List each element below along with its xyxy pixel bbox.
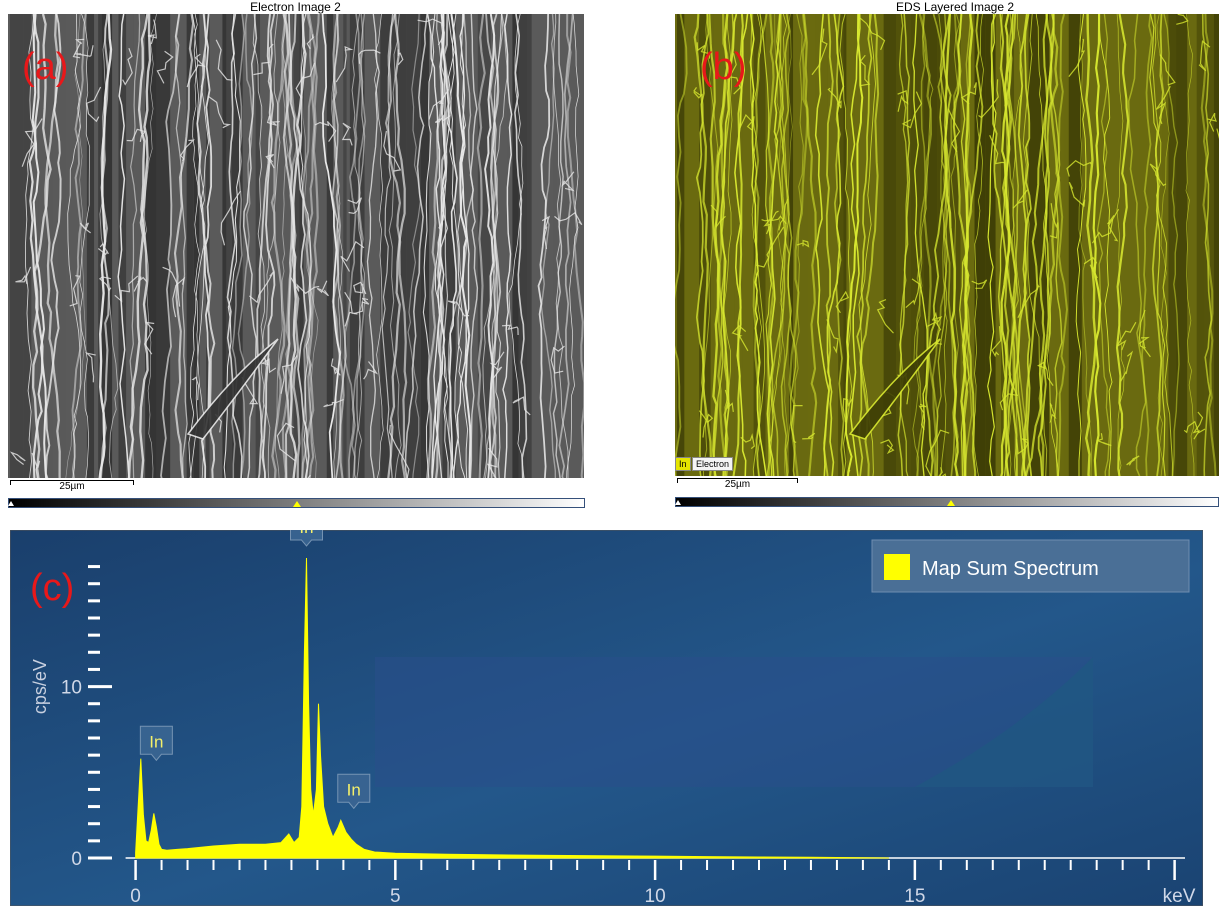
peak-label-text: In <box>347 780 361 799</box>
y-axis-label: cps/eV <box>30 659 50 714</box>
spectrum-series-map-sum <box>135 557 889 859</box>
peak-label-in[interactable]: In <box>139 725 173 762</box>
x-axis-label: keV <box>1163 886 1196 906</box>
micrograph-texture <box>9 14 584 478</box>
electron-image <box>8 14 584 478</box>
scale-bar-a-label: 25µm <box>59 481 85 492</box>
panel-a-title: Electron Image 2 <box>250 0 341 14</box>
y-tick-label: 0 <box>71 849 82 870</box>
eds-layered-image <box>675 14 1219 476</box>
brightness-bar-a <box>8 498 585 508</box>
peak-label-box <box>337 773 371 810</box>
spectrum-svg: 0 5 10 15 keV 0 10 cps/eV In In In Map Sum Spectr… <box>9 511 1204 907</box>
panel-b-letter: (b) <box>700 46 747 88</box>
micrograph-texture <box>675 14 1219 476</box>
layer-chip-electron[interactable]: Electron <box>692 457 734 471</box>
peak-label-text: In <box>299 530 313 537</box>
panel-c-letter: (c) <box>30 567 74 609</box>
legend-swatch-map-sum-spectrum <box>884 554 910 580</box>
legend: Map Sum Spectrum <box>871 539 1190 593</box>
peak-label-box <box>139 725 173 762</box>
x-tick-label: 15 <box>904 886 925 906</box>
brightness-marker-a[interactable] <box>293 501 301 507</box>
x-tick-label: 5 <box>390 886 401 906</box>
x-tick-label: 10 <box>645 886 666 906</box>
panel-b-title: EDS Layered Image 2 <box>895 0 1015 14</box>
peak-label-text: In <box>149 732 163 751</box>
y-tick-label: 10 <box>61 678 82 699</box>
panel-a-letter: (a) <box>22 46 69 88</box>
scale-bar-b-label: 25µm <box>724 479 751 490</box>
watermark-swoosh <box>915 657 1093 787</box>
brightness-marker-b[interactable] <box>947 500 955 506</box>
peak-label-in[interactable]: In <box>337 773 371 810</box>
brightness-bar-b <box>675 497 1219 507</box>
eds-spectrum-chart: 0 5 10 15 keV 0 10 cps/eV In In In Map Sum Spectr… <box>9 511 1204 907</box>
x-tick-label: 0 <box>130 886 141 906</box>
legend-label: Map Sum Spectrum <box>922 558 1099 580</box>
legend-box <box>871 539 1190 593</box>
layer-chip-in[interactable]: In <box>675 457 691 471</box>
